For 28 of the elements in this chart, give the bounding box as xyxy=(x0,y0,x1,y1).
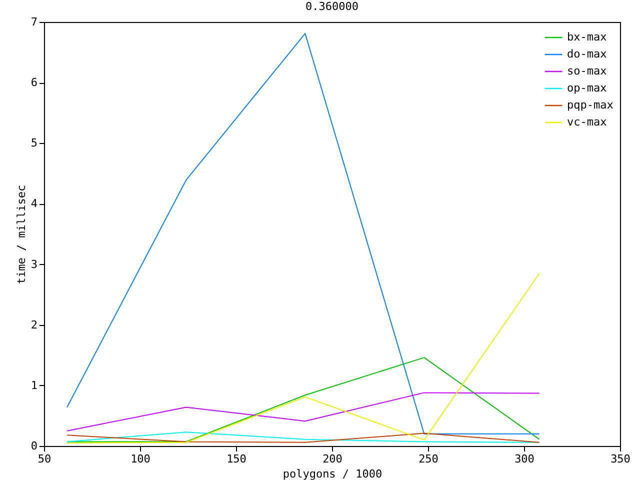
legend-label: so-max xyxy=(567,64,608,78)
line-series xyxy=(66,272,540,444)
chart-title: 0.360000 xyxy=(306,0,358,13)
x-tick-label: 150 xyxy=(226,452,246,466)
x-tick-label: 100 xyxy=(130,452,150,466)
y-tick-label: 1 xyxy=(30,378,38,392)
line-series xyxy=(66,357,540,442)
x-tick-label: 250 xyxy=(418,452,438,466)
legend-label: bx-max xyxy=(567,30,608,44)
line-series xyxy=(66,392,540,432)
y-axis-title: time / millisec xyxy=(14,184,28,284)
line-series xyxy=(66,33,540,434)
y-tick-label: 0 xyxy=(30,440,38,452)
legend-label: pqp-max xyxy=(567,98,614,112)
x-tick-label: 200 xyxy=(322,452,342,466)
x-tick-label: 50 xyxy=(38,452,52,466)
y-tick-label: 6 xyxy=(30,76,38,90)
legend-label: vc-max xyxy=(567,116,608,128)
y-tick-label: 7 xyxy=(30,16,38,28)
y-tick-label: 5 xyxy=(30,136,38,150)
legend-label: do-max xyxy=(567,48,608,60)
x-tick-label: 350 xyxy=(610,452,630,466)
x-axis-title: polygons / 1000 xyxy=(282,468,382,480)
x-tick-label: 300 xyxy=(514,452,534,466)
y-tick-label: 2 xyxy=(30,318,38,332)
y-tick-label: 3 xyxy=(30,258,38,271)
legend-label: op-max xyxy=(567,82,608,94)
y-tick-label: 4 xyxy=(30,197,38,210)
